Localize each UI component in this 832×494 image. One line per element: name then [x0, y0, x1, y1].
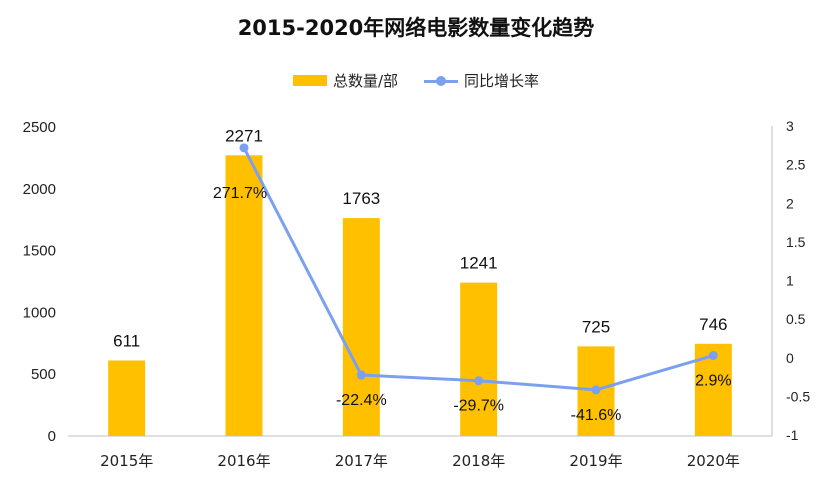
growth-rate-point — [708, 351, 718, 361]
bar-value-label: 1241 — [460, 254, 498, 273]
y-right-tick-label: -0.5 — [786, 388, 810, 404]
legend-item-growth[interactable]: 同比增长率 — [424, 70, 539, 91]
x-tick-label: 2019年 — [569, 452, 622, 470]
growth-rate-label: -22.4% — [336, 392, 387, 409]
bar-value-label: 746 — [699, 315, 727, 334]
y-right-tick-label: 1 — [786, 273, 794, 289]
growth-rate-label: -29.7% — [453, 398, 504, 415]
bar — [460, 282, 498, 436]
y-right-tick-label: 2.5 — [786, 157, 806, 173]
x-tick-label: 2015年 — [100, 452, 153, 470]
growth-rate-label: -41.6% — [571, 407, 622, 424]
chart-title: 2015-2020年网络电影数量变化趋势 — [237, 16, 595, 40]
growth-rate-label: 271.7% — [213, 185, 267, 202]
bar — [108, 360, 146, 436]
legend-bar-swatch — [292, 75, 327, 86]
y-left-tick-label: 0 — [48, 428, 56, 445]
x-tick-label: 2020年 — [687, 452, 740, 470]
x-tick-label: 2016年 — [217, 452, 270, 470]
y-right-tick-label: 3 — [786, 118, 794, 134]
bar-value-label: 611 — [113, 331, 140, 350]
bar-value-label: 725 — [582, 317, 610, 336]
y-left-tick-label: 2000 — [23, 181, 56, 198]
y-left-tick-label: 2500 — [23, 119, 56, 136]
bar-value-label: 1763 — [342, 189, 380, 208]
legend-label-growth: 同比增长率 — [464, 72, 540, 90]
bar — [225, 155, 263, 437]
growth-rate-label: 2.9% — [695, 373, 731, 390]
y-right-tick-label: 1.5 — [786, 234, 806, 250]
y-left-tick-label: 500 — [31, 366, 56, 383]
growth-rate-point — [356, 370, 366, 380]
growth-rate-point — [239, 143, 249, 153]
legend-label-count: 总数量/部 — [332, 72, 399, 90]
bar-value-label: 2271 — [225, 126, 263, 145]
y-left-tick-label: 1000 — [23, 304, 56, 321]
legend-item-count[interactable]: 总数量/部 — [292, 70, 399, 91]
growth-rate-point — [474, 376, 484, 386]
y-right-tick-label: 0 — [786, 350, 794, 366]
chart-legend: 总数量/部 同比增长率 — [0, 70, 832, 91]
y-left-tick-label: 1500 — [23, 243, 56, 260]
growth-rate-point — [591, 385, 601, 395]
y-right-tick-label: 2 — [786, 195, 794, 211]
bar — [342, 218, 380, 436]
y-right-tick-label: -1 — [786, 427, 799, 443]
x-tick-label: 2018年 — [452, 452, 505, 470]
legend-line-swatch — [424, 75, 459, 87]
y-right-tick-label: 0.5 — [786, 311, 806, 327]
x-tick-label: 2017年 — [335, 452, 388, 470]
